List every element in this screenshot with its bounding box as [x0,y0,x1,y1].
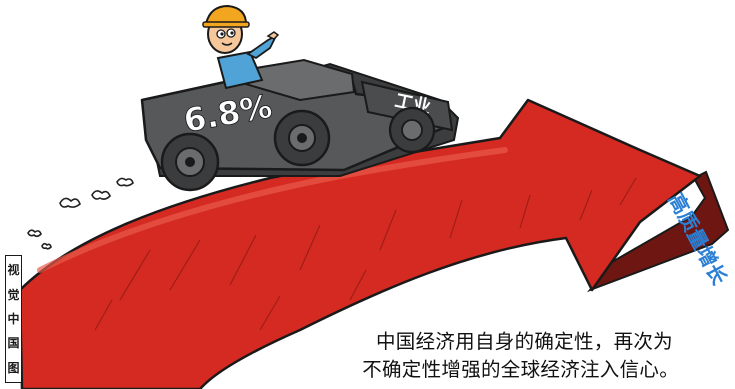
watermark-char: 国 [7,336,20,351]
watermark-char: 觉 [7,287,20,302]
watermark-char: 中 [7,311,20,326]
rear-wheel [273,109,331,167]
caption: 中国经济用自身的确定性，再次为 不确定性增强的全球经济注入信心。 [362,328,679,384]
caption-line-1: 中国经济用自身的确定性，再次为 [375,330,673,353]
watermark-char: 视 [7,263,20,278]
motion-puffs [27,177,134,250]
caption-line-2: 不确定性增强的全球经济注入信心。 [362,358,679,381]
arrow-body [18,98,702,389]
driver-figure [202,4,280,90]
watermark-char: 图 [7,360,20,375]
front-wheel [160,132,220,192]
truck: 工业 6.8% [140,58,460,192]
hard-hat-icon [204,4,248,25]
back-wheel [388,106,436,154]
arrow-hatching [94,177,637,331]
arrow-highlight [37,147,508,273]
watermark-stamp: 视 觉 中 国 图 [5,255,22,383]
